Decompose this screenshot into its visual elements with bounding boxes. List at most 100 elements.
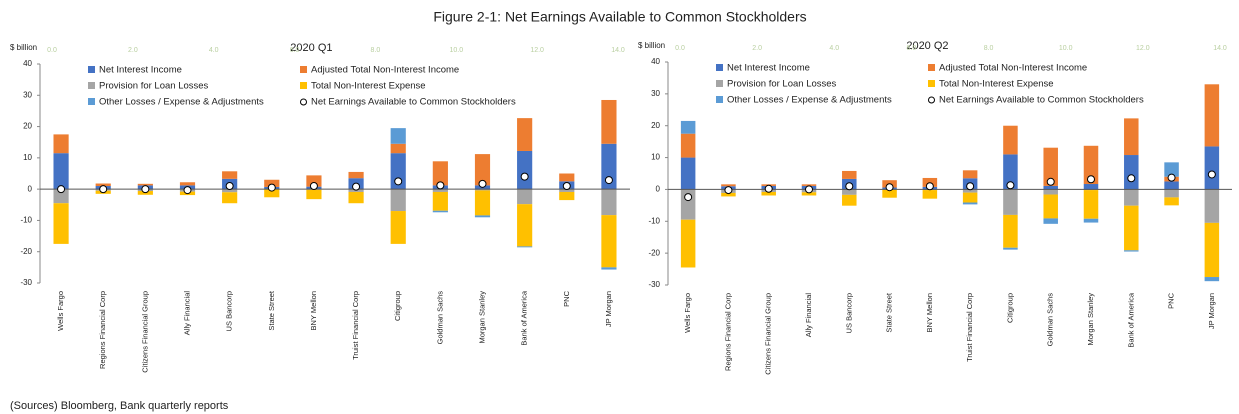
net-earnings-dot — [436, 181, 445, 190]
bar-segment — [1164, 197, 1179, 206]
net-earnings-dot — [57, 185, 66, 194]
bar-segment — [53, 134, 69, 154]
y-tick-label: 30 — [23, 90, 32, 99]
legend-dot — [300, 98, 307, 106]
x-tick-label: State Street — [267, 290, 276, 331]
x2-tick-label: 0.0 — [675, 45, 685, 52]
bar-segment — [1124, 118, 1139, 156]
bar-segment — [222, 171, 238, 179]
bar-segment — [390, 128, 406, 144]
net-earnings-dot — [225, 182, 234, 191]
x-tick-label: Ally Financial — [804, 293, 813, 338]
x2-tick-label: 6.0 — [907, 45, 917, 52]
figure-title: Figure 2-1: Net Earnings Available to Co… — [433, 9, 806, 25]
bar-segment — [882, 189, 897, 198]
net-earnings-dot — [352, 182, 361, 191]
bar-segment — [179, 182, 196, 186]
x-tick-label: JP Morgan — [1207, 293, 1216, 329]
bar-segment — [601, 267, 617, 270]
axis-unit: $ billion — [10, 43, 37, 52]
x2-tick-label: 2.0 — [128, 47, 138, 54]
y-tick-label: 0 — [28, 184, 33, 193]
net-earnings-dot — [99, 185, 108, 194]
x-tick-label: Citizens Financial Group — [764, 293, 773, 375]
bar-segment — [474, 189, 491, 191]
x-tick-label: US Bancorp — [844, 293, 853, 333]
bar-segment — [842, 170, 857, 179]
x-tick-label: Wells Fargo — [56, 291, 65, 331]
y-tick-label: -30 — [20, 278, 32, 287]
legend-label: Other Losses / Expense & Adjustments — [727, 95, 892, 106]
x-tick-label: Bank of America — [520, 290, 529, 345]
bar-segment — [1204, 84, 1220, 147]
legend-swatch — [928, 64, 935, 71]
net-earnings-dot — [805, 185, 813, 194]
x-tick-label: US Bancorp — [225, 291, 234, 331]
chart-title: 2020 Q2 — [906, 40, 948, 52]
bar-segment — [1204, 146, 1220, 190]
bar-segment — [348, 191, 364, 204]
legend-swatch — [300, 66, 307, 73]
bar-segment — [264, 179, 280, 187]
x-tick-label: Wells Fargo — [683, 293, 692, 333]
bar-segment — [1003, 154, 1018, 190]
legend-swatch — [300, 82, 307, 89]
bar-segment — [1124, 155, 1139, 190]
bar-segment — [390, 143, 406, 154]
bar-segment — [601, 189, 617, 216]
x-tick-label: BNY Mellon — [925, 293, 934, 332]
chart-title: 2020 Q1 — [290, 42, 332, 54]
x-tick-label: BNY Mellon — [309, 291, 318, 330]
net-earnings-dot — [604, 176, 613, 185]
bar-segment — [680, 133, 696, 158]
x-tick-label: JP Morgan — [604, 291, 613, 327]
x-tick-label: Ally Financial — [182, 291, 191, 336]
net-earnings-dot — [885, 183, 894, 192]
bar-segment — [1124, 189, 1139, 206]
net-earnings-dot — [1087, 175, 1095, 184]
legend-label: Adjusted Total Non-Interest Income — [311, 65, 459, 76]
x2-tick-label: 10.0 — [1059, 45, 1073, 52]
bar-segment — [432, 189, 448, 192]
bar-segment — [559, 189, 575, 192]
y-tick-label: -10 — [648, 216, 660, 225]
bar-segment — [1083, 218, 1099, 223]
net-earnings-dot — [764, 184, 773, 193]
y-tick-label: 40 — [651, 57, 660, 66]
legend-swatch — [88, 82, 95, 89]
x-tick-label: PNC — [1167, 292, 1176, 308]
bar-segment — [680, 120, 696, 134]
x-tick-label: Regions Financial Corp — [98, 291, 107, 369]
bar-segment — [95, 183, 111, 187]
net-earnings-dot — [1207, 170, 1216, 179]
x2-tick-label: 8.0 — [371, 47, 381, 54]
bar-segment — [842, 189, 857, 195]
net-earnings-dot — [309, 182, 318, 191]
y-tick-label: -10 — [20, 216, 32, 225]
bar-segment — [53, 203, 69, 244]
net-earnings-dot — [925, 182, 934, 191]
bar-segment — [1043, 218, 1058, 224]
bar-segment — [721, 192, 736, 197]
bar-segment — [559, 173, 575, 182]
bar-segment — [601, 99, 617, 144]
legend-swatch — [928, 80, 935, 87]
bar-segment — [1003, 214, 1018, 248]
x2-tick-label: 0.0 — [47, 47, 57, 54]
net-earnings-dot — [1127, 174, 1136, 183]
bar-segment — [680, 219, 696, 268]
bar-segment — [962, 189, 978, 193]
y-tick-label: 20 — [651, 121, 660, 130]
net-earnings-dot — [966, 182, 975, 191]
bar-segment — [1003, 189, 1018, 215]
bar-segment — [432, 210, 448, 213]
bar-segment — [137, 183, 153, 186]
x2-tick-label: 14.0 — [611, 47, 625, 54]
bar-segment — [1083, 145, 1099, 185]
bar-segment — [264, 189, 280, 198]
y-tick-label: 40 — [23, 59, 32, 68]
legend-swatch — [716, 96, 723, 103]
bar-segment — [680, 157, 696, 190]
x-tick-label: Bank of America — [1126, 292, 1135, 347]
bar-segment — [348, 171, 364, 179]
